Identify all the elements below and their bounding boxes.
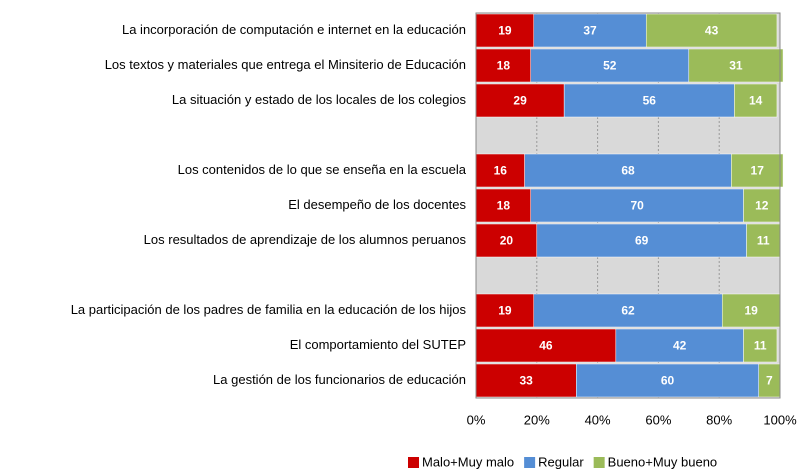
bar-segment [475,223,538,258]
value-label: 19 [498,24,512,38]
y-tick-label: Los resultados de aprendizaje de los alu… [144,232,467,247]
value-label: 17 [751,164,765,178]
y-tick-label: El comportamiento del SUTEP [290,337,466,352]
x-tick-label: 40% [585,412,611,427]
y-tick-label: La gestión de los funcionarios de educac… [213,372,466,387]
bar-segment [475,328,617,363]
y-tick-label: Los contenidos de lo que se enseña en la… [178,162,467,177]
value-label: 56 [643,94,657,108]
bar-segment [645,13,778,48]
value-label: 16 [494,164,508,178]
x-tick-label: 60% [645,412,671,427]
legend-swatch [408,457,419,468]
bar-segment [615,328,744,363]
value-label: 7 [766,374,773,388]
bar-segment [734,83,778,118]
bar-segment [475,153,525,188]
y-tick-label: La situación y estado de los locales de … [172,92,467,107]
value-label: 11 [757,234,770,248]
value-label: 70 [630,199,644,213]
x-tick-label: 80% [706,412,732,427]
value-label: 37 [583,24,597,38]
bar-segment [731,153,784,188]
bar-segment [475,48,531,83]
value-label: 43 [705,24,719,38]
value-label: 42 [673,339,687,353]
bar-segment [475,188,531,223]
bar-segment [536,223,747,258]
value-label: 46 [539,339,553,353]
x-tick-label: 100% [763,412,797,427]
x-tick-label: 20% [524,412,550,427]
value-label: 18 [497,199,511,213]
value-label: 62 [621,304,635,318]
legend-swatch [524,457,536,468]
bar-segment [743,328,778,363]
bar-segment [576,363,759,398]
bar-segment [524,153,732,188]
value-label: 14 [749,94,763,108]
value-label: 31 [729,59,743,73]
value-label: 19 [744,304,758,318]
value-label: 33 [519,374,533,388]
value-label: 12 [755,199,769,213]
value-label: 69 [635,234,649,248]
bar-segment [475,363,577,398]
value-label: 52 [603,59,617,73]
value-label: 29 [513,94,527,108]
bar-segment [563,83,735,118]
bar-segment [533,293,723,328]
bar-segment [530,48,690,83]
bar-segment [533,13,647,48]
y-tick-label: El desempeño de los docentes [288,197,466,212]
value-label: 18 [497,59,511,73]
bar-segment [688,48,784,83]
bar-segment [475,83,565,118]
legend-label: Malo+Muy malo [422,454,514,469]
value-label: 19 [498,304,512,318]
value-label: 60 [661,374,675,388]
y-tick-label: Los textos y materiales que entrega el M… [105,57,466,72]
value-label: 68 [621,164,635,178]
legend-label: Bueno+Muy bueno [608,454,718,469]
y-tick-label: La participación de los padres de famili… [71,302,467,317]
y-tick-label: La incorporación de computación e intern… [122,22,466,37]
legend-swatch [593,457,605,468]
plot-border [475,12,781,399]
x-tick-label: 0% [467,412,486,427]
value-label: 20 [500,234,514,248]
legend-label: Regular [538,454,584,469]
value-label: 11 [754,339,767,353]
